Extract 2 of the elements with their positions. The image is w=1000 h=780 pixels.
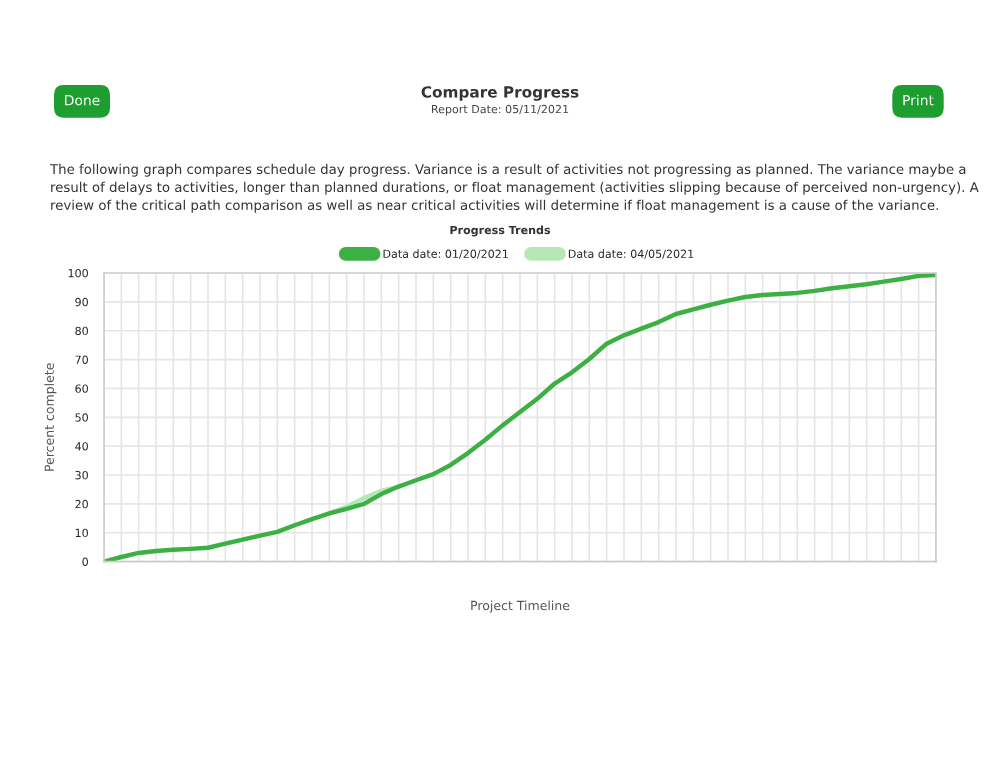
line-series xyxy=(104,273,936,562)
line-series xyxy=(327,484,401,516)
